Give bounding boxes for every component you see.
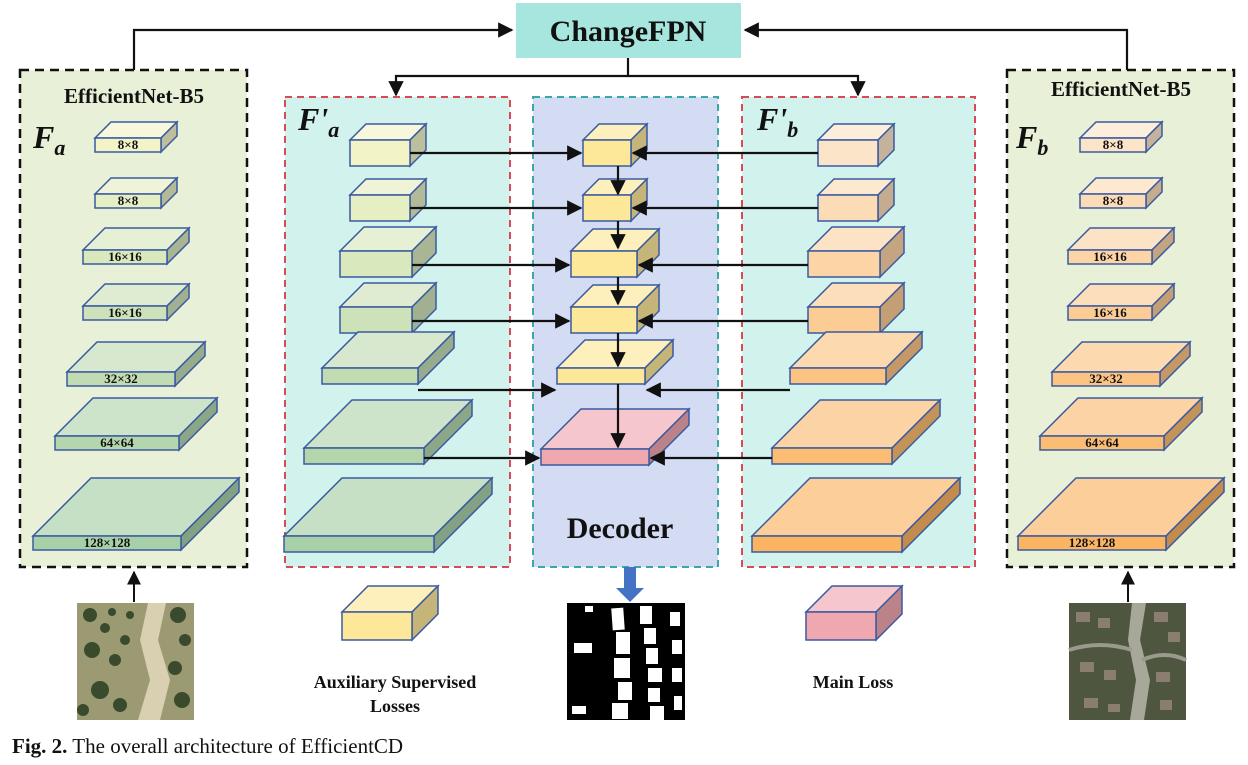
fpn-right-label: F'b	[756, 101, 798, 142]
decoder-block-1	[581, 122, 649, 168]
fpn-right-block-5	[788, 330, 924, 386]
decoder-label: Decoder	[567, 512, 674, 545]
right-backbone-block-1: 8×8	[1078, 120, 1164, 154]
decoder-output-arrow	[616, 567, 644, 602]
changefpn-title-box	[516, 3, 741, 58]
fpn-left-block-6	[302, 398, 474, 466]
figure-caption-prefix: Fig. 2.	[12, 734, 68, 758]
left-feature-label: Fa	[32, 119, 65, 160]
left-backbone-block-2: 8×8	[93, 176, 179, 210]
fpn-left-block-1	[348, 122, 428, 168]
left-backbone-block-5: 32×32	[65, 340, 207, 388]
change-map-output	[567, 603, 685, 720]
left-backbone-block-6: 64×64	[53, 396, 219, 452]
right-backbone-block-3-label: 16×16	[1093, 249, 1127, 264]
right-backbone-block-4-label: 16×16	[1093, 305, 1127, 320]
right-backbone-block-4: 16×16	[1066, 282, 1176, 322]
legend-main-block	[804, 584, 904, 642]
fpn-right-block-3	[806, 225, 906, 279]
left-backbone-block-4: 16×16	[81, 282, 191, 322]
fpn-left-block-7	[282, 476, 494, 554]
left-backbone-block-4-label: 16×16	[108, 305, 142, 320]
figure-caption-text: The overall architecture of EfficientCD	[72, 734, 404, 758]
figure-caption: Fig. 2. The overall architecture of Effi…	[12, 734, 403, 759]
left-backbone-block-5-label: 32×32	[104, 371, 137, 386]
right-backbone-block-7: 128×128	[1016, 476, 1226, 552]
right-backbone-block-1-label: 8×8	[1103, 137, 1124, 152]
left-backbone-block-2-label: 8×8	[118, 193, 139, 208]
decoder-block-2	[581, 177, 649, 223]
right-backbone-block-5: 32×32	[1050, 340, 1192, 388]
right-backbone-block-6: 64×64	[1038, 396, 1204, 452]
left-backbone-block-1-label: 8×8	[118, 137, 139, 152]
left-backbone-block-6-label: 64×64	[100, 435, 134, 450]
input-image-a	[77, 603, 194, 720]
fpn-right-block-2	[816, 177, 896, 223]
title-connectors	[132, 22, 1129, 97]
fpn-right-block-7	[750, 476, 962, 554]
legend-main-label: Main Loss	[813, 672, 894, 692]
fpn-left-block-4	[338, 281, 438, 335]
feature-blocks: 8×8 8×8 8×8 8×8 16×16 16×16 16×16 16×16 32×32 32×…	[31, 120, 1226, 642]
left-backbone-block-7-label: 128×128	[84, 535, 131, 550]
right-backbone-block-2: 8×8	[1078, 176, 1164, 210]
right-backbone-block-2-label: 8×8	[1103, 193, 1124, 208]
left-backbone-block-1: 8×8	[93, 120, 179, 154]
right-feature-label: Fb	[1015, 119, 1048, 160]
right-backbone-block-6-label: 64×64	[1085, 435, 1119, 450]
right-backbone-block-3: 16×16	[1066, 226, 1176, 266]
feature-flow-arrows	[410, 145, 818, 466]
fpn-right-block-4	[806, 281, 906, 335]
changefpn-title: ChangeFPN	[550, 15, 707, 48]
input-arrows	[127, 570, 1135, 602]
left-backbone-block-3: 16×16	[81, 226, 191, 266]
fpn-right-block-6	[770, 398, 942, 466]
input-image-b	[1068, 603, 1187, 720]
left-backbone-block-7: 128×128	[31, 476, 241, 552]
fpn-right-block-1	[816, 122, 896, 168]
right-backbone-block-5-label: 32×32	[1089, 371, 1122, 386]
right-backbone-block-7-label: 128×128	[1069, 535, 1116, 550]
legend-aux-label-line1: Auxiliary Supervised	[314, 672, 477, 692]
legend-aux-label-line2: Losses	[370, 696, 420, 716]
fpn-left-block-2	[348, 177, 428, 223]
fpn-left-label: F'a	[297, 101, 339, 142]
left-backbone-heading: EfficientNet-B5	[64, 84, 204, 108]
right-backbone-heading: EfficientNet-B5	[1051, 77, 1191, 101]
left-backbone-block-3-label: 16×16	[108, 249, 142, 264]
decoder-block-5	[555, 338, 675, 386]
fpn-left-block-5	[320, 330, 456, 386]
legend-aux-block	[340, 584, 440, 642]
